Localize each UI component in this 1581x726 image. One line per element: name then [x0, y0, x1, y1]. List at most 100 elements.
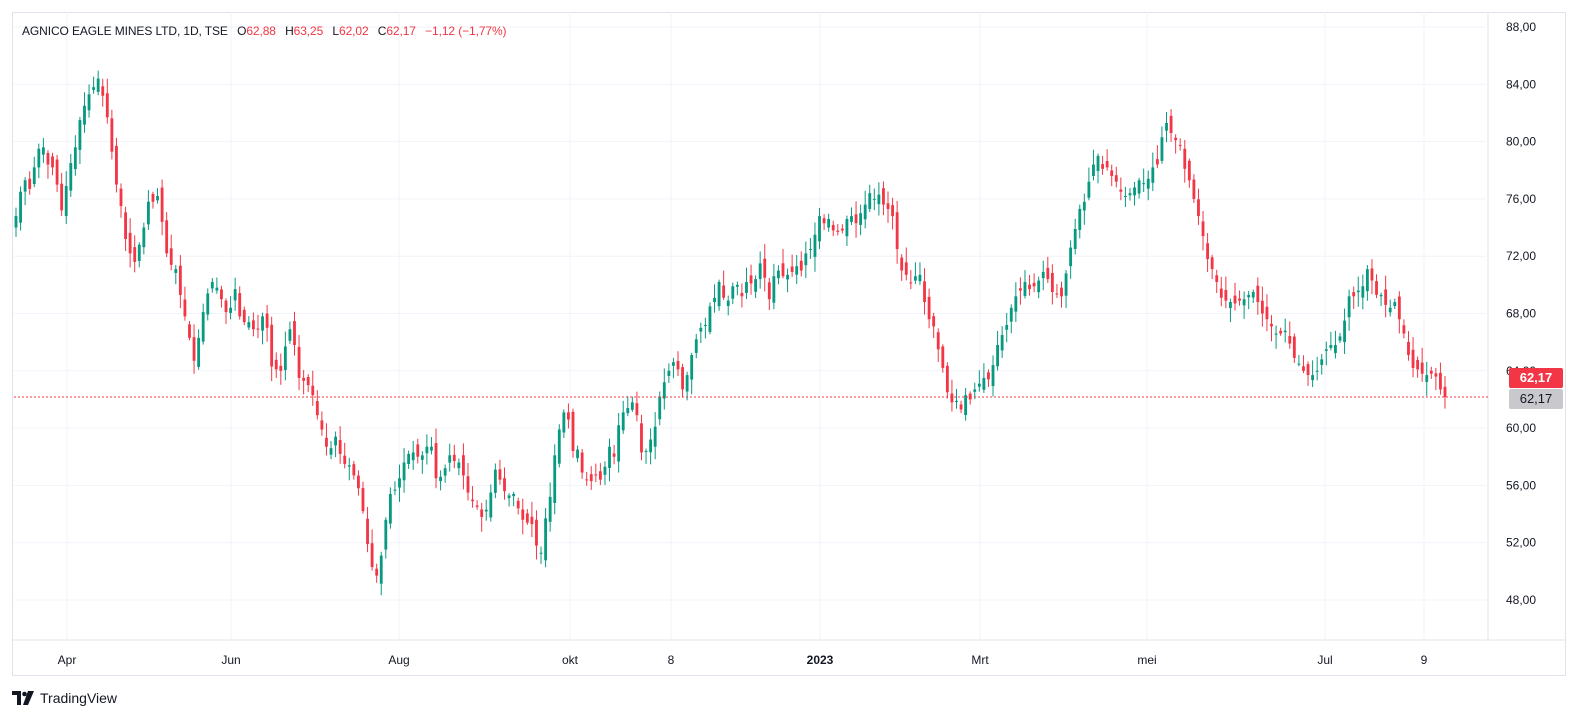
candle-body	[1060, 287, 1063, 297]
candle-body	[977, 383, 981, 387]
candle-body	[462, 455, 465, 476]
candle-body	[361, 488, 365, 512]
candle-body	[1110, 170, 1114, 176]
candle-body	[133, 247, 137, 262]
y-tick-label: 88,00	[1506, 20, 1536, 34]
chart-frame	[12, 12, 1566, 676]
candle-body	[608, 446, 611, 468]
candle-body	[224, 300, 228, 313]
candle-body	[388, 493, 392, 524]
candle-body	[973, 389, 977, 392]
candle-body	[1233, 295, 1237, 304]
candle-body	[1265, 306, 1269, 320]
candle-body	[1416, 359, 1420, 370]
symbol-legend: AGNICO EAGLE MINES LTD, 1D, TSE O62,88 H…	[22, 24, 507, 38]
candle-body	[1032, 282, 1036, 287]
candle-body	[539, 552, 543, 554]
candle-body	[731, 286, 735, 299]
candle-body	[206, 293, 210, 315]
candle-body	[274, 359, 278, 370]
candle-body	[1256, 285, 1260, 303]
candle-body	[420, 455, 424, 460]
candle-body	[1347, 296, 1351, 318]
candle-body	[489, 492, 493, 518]
candle-body	[672, 362, 675, 366]
candle-body	[105, 93, 109, 118]
candle-body	[996, 345, 999, 367]
candle-body	[251, 320, 255, 330]
candle-body	[398, 478, 401, 488]
candle-body	[845, 218, 849, 237]
candle-body	[1379, 294, 1383, 297]
candle-body	[1055, 293, 1059, 295]
candle-body	[156, 196, 159, 201]
candle-body	[1096, 155, 1100, 171]
candle-body	[302, 377, 306, 381]
candle-body	[585, 479, 589, 481]
candle-body	[37, 148, 41, 168]
candle-body	[1146, 178, 1150, 189]
candle-body	[119, 188, 123, 207]
candle-body	[913, 276, 917, 281]
candle-body	[900, 257, 904, 271]
candle-body	[932, 316, 936, 327]
tradingview-logo-icon	[12, 691, 34, 705]
candle-body	[886, 203, 890, 209]
price-axis[interactable]: 48,0052,0056,0060,0064,0068,0072,0076,00…	[1506, 20, 1536, 607]
candle-body	[850, 216, 853, 222]
candle-body	[745, 281, 748, 293]
candle-body	[498, 469, 502, 480]
x-tick-label: Jun	[221, 653, 240, 667]
candle-body	[1124, 196, 1127, 198]
tradingview-brand[interactable]: TradingView	[12, 690, 117, 706]
candle-body	[1028, 284, 1031, 290]
x-tick-label: Apr	[58, 653, 77, 667]
candle-body	[964, 395, 968, 415]
candle-body	[46, 152, 50, 165]
candle-body	[1078, 208, 1082, 230]
candle-body	[457, 462, 461, 469]
candle-body	[708, 306, 712, 332]
candle-body	[83, 105, 86, 125]
candle-body	[598, 471, 602, 480]
candle-body	[293, 321, 296, 346]
x-tick-label: 8	[668, 653, 675, 667]
candle-body	[571, 411, 575, 452]
candle-body	[1197, 199, 1200, 217]
candle-body	[160, 187, 164, 222]
candle-body	[493, 469, 497, 493]
candle-body	[384, 519, 388, 550]
time-axis[interactable]: Apr Jun Aug okt 8 2023 Mrt mei Jul 9	[58, 653, 1428, 667]
candle-body	[822, 218, 826, 224]
candle-body	[1137, 180, 1141, 194]
candle-body	[548, 496, 552, 522]
candle-body	[1283, 330, 1287, 333]
candle-body	[658, 396, 662, 420]
candle-body	[667, 370, 671, 376]
candle-body	[73, 147, 77, 170]
candle-body	[1356, 290, 1360, 293]
close-value: 62,17	[386, 24, 416, 38]
candle-body	[1279, 330, 1283, 334]
x-tick-label: Mrt	[971, 653, 989, 667]
candle-body	[1165, 122, 1168, 131]
candle-body	[32, 167, 36, 185]
candle-body	[1324, 349, 1328, 351]
candle-body	[23, 180, 27, 192]
candle-body	[101, 86, 105, 96]
candle-body	[201, 312, 205, 342]
candle-body	[1050, 272, 1054, 293]
candle-body	[338, 440, 342, 454]
candle-body	[1375, 281, 1378, 295]
candle-body	[1407, 342, 1410, 356]
candle-body	[1023, 281, 1027, 297]
candle-body	[96, 78, 100, 92]
candle-body	[941, 346, 945, 368]
candle-body	[1178, 144, 1182, 146]
candle-body	[1251, 292, 1255, 298]
candle-body	[347, 465, 351, 467]
close-price-tag: 62,17	[1509, 389, 1563, 409]
candle-body	[1361, 286, 1365, 298]
candle-body	[1343, 320, 1346, 343]
